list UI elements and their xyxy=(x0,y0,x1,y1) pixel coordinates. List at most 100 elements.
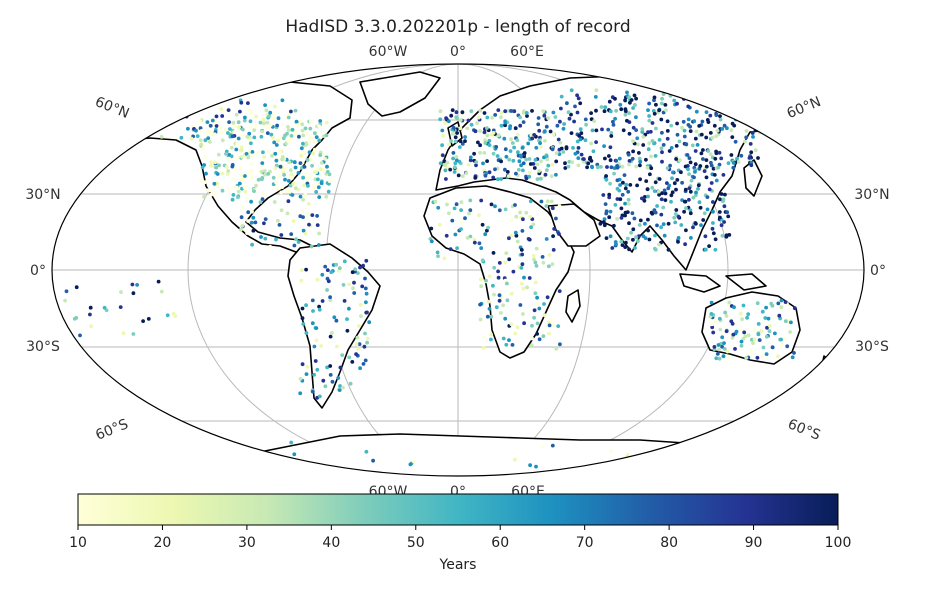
station-point xyxy=(298,391,303,396)
station-point xyxy=(619,239,624,244)
station-point xyxy=(506,174,511,178)
station-point xyxy=(482,151,487,155)
station-point xyxy=(496,275,501,280)
station-point xyxy=(328,364,333,368)
station-point xyxy=(285,131,289,136)
station-point xyxy=(78,333,82,338)
station-point xyxy=(329,270,334,275)
station-point xyxy=(654,102,658,107)
station-point xyxy=(537,306,542,311)
station-point xyxy=(249,175,254,179)
meridian-120w-120e xyxy=(187,64,729,476)
station-point xyxy=(337,266,342,270)
station-point xyxy=(319,181,324,186)
station-point xyxy=(599,105,604,109)
station-point xyxy=(792,306,797,311)
station-point xyxy=(550,147,555,152)
station-point xyxy=(604,177,609,182)
station-point xyxy=(613,240,618,244)
station-point xyxy=(317,138,322,143)
station-point xyxy=(445,160,450,165)
station-point xyxy=(729,128,734,133)
station-point xyxy=(643,221,647,226)
station-point xyxy=(268,110,273,115)
station-point xyxy=(657,177,662,181)
station-point xyxy=(210,118,215,123)
station-point xyxy=(654,126,658,131)
station-point xyxy=(530,136,535,141)
station-point xyxy=(517,159,522,164)
station-point xyxy=(525,114,529,118)
station-point xyxy=(469,122,474,127)
station-point xyxy=(577,134,582,138)
station-point xyxy=(712,345,717,349)
station-point xyxy=(583,138,588,143)
station-point xyxy=(665,119,670,124)
station-point xyxy=(277,223,282,227)
station-point xyxy=(766,316,771,321)
station-point xyxy=(662,188,667,193)
station-point xyxy=(699,89,704,94)
station-point xyxy=(688,92,693,97)
station-point xyxy=(444,116,448,120)
station-point xyxy=(465,236,470,240)
station-point xyxy=(608,109,613,114)
station-point xyxy=(547,323,552,328)
station-point xyxy=(363,331,367,336)
station-point xyxy=(266,172,271,176)
station-point xyxy=(347,282,352,287)
station-point xyxy=(609,131,614,135)
station-point xyxy=(237,125,242,130)
station-point xyxy=(288,168,293,173)
station-point xyxy=(693,136,698,141)
station-point xyxy=(764,305,768,310)
station-point xyxy=(292,160,297,165)
station-point xyxy=(716,343,721,347)
station-point xyxy=(763,316,768,320)
station-point xyxy=(518,303,523,307)
station-point xyxy=(365,340,369,345)
station-point xyxy=(657,242,661,247)
station-point xyxy=(516,132,520,137)
station-point xyxy=(477,213,481,218)
map-outline xyxy=(51,63,865,477)
station-point xyxy=(490,115,494,120)
station-point xyxy=(436,254,440,258)
station-point xyxy=(302,165,307,169)
station-point xyxy=(310,389,315,394)
station-point xyxy=(243,189,248,194)
station-point xyxy=(569,112,573,117)
station-point xyxy=(492,265,497,270)
station-point xyxy=(648,129,653,134)
station-point xyxy=(251,215,256,220)
station-point xyxy=(509,217,513,222)
station-point xyxy=(338,365,343,370)
station-point xyxy=(573,104,577,109)
station-point xyxy=(231,193,236,197)
station-point xyxy=(494,145,499,149)
station-point xyxy=(650,139,655,143)
station-point xyxy=(135,283,140,287)
station-point xyxy=(712,173,717,177)
station-point xyxy=(272,200,277,204)
station-point xyxy=(528,170,532,175)
station-point xyxy=(249,220,254,225)
station-point xyxy=(317,394,322,399)
station-point xyxy=(570,160,575,165)
station-point xyxy=(673,212,678,216)
station-point xyxy=(703,234,708,239)
station-point xyxy=(708,113,713,118)
station-point xyxy=(779,337,783,342)
station-point xyxy=(246,154,251,159)
station-point xyxy=(603,105,608,110)
station-point xyxy=(755,96,760,101)
station-point xyxy=(652,98,656,103)
station-point xyxy=(263,172,267,177)
station-point xyxy=(201,146,206,151)
station-point xyxy=(730,335,735,340)
station-point xyxy=(634,128,638,133)
station-point xyxy=(561,150,566,154)
station-point xyxy=(613,116,617,121)
station-point xyxy=(540,255,545,259)
station-point xyxy=(553,115,558,119)
